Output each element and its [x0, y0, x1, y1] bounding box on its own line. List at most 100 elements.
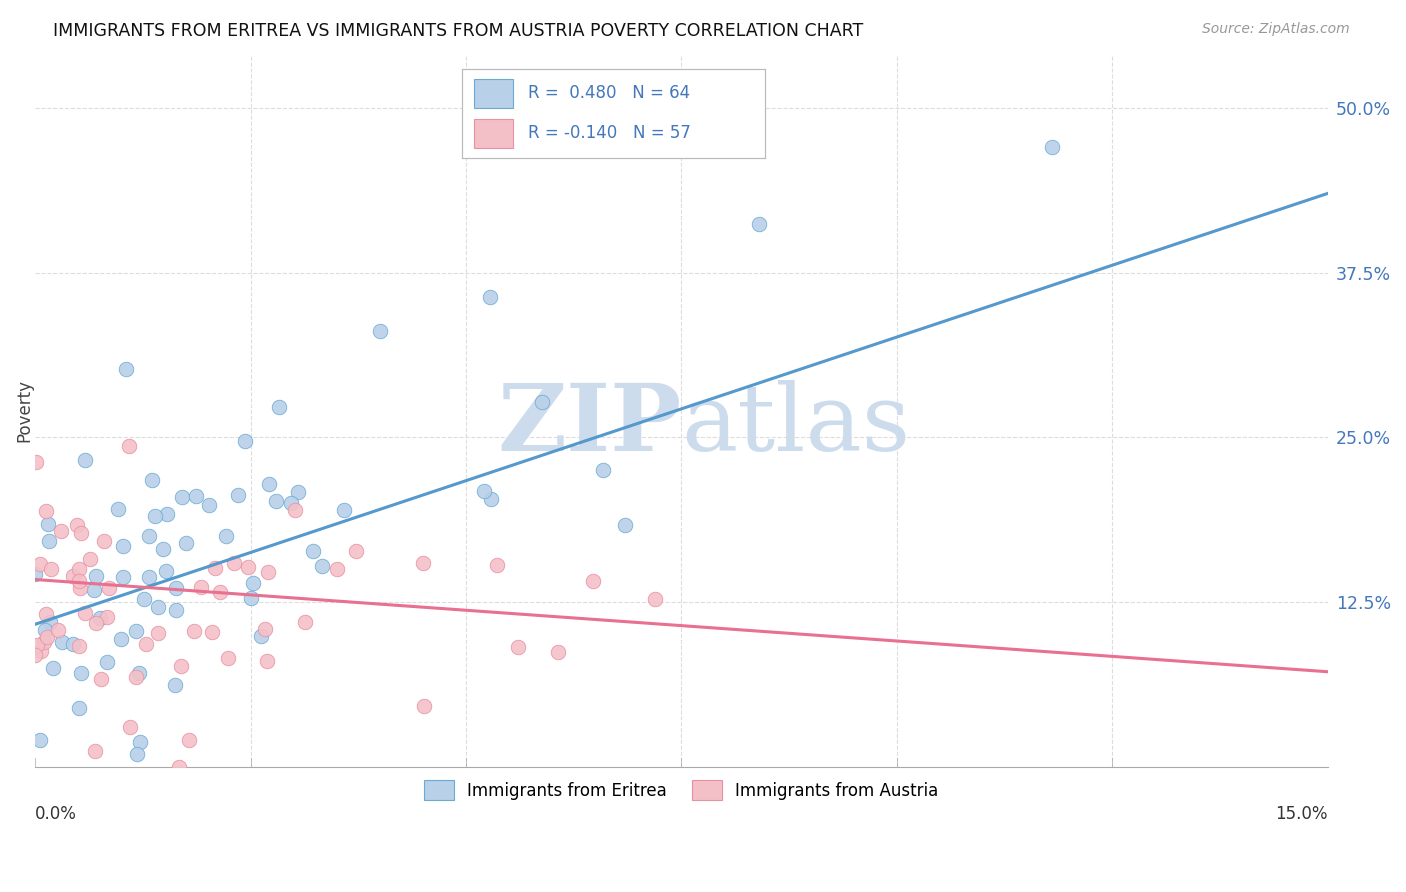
Point [86, 569, 108, 583]
Point [51, 634, 73, 648]
Point [531, 394, 554, 409]
Point [141, 474, 163, 488]
Point [264, 494, 287, 508]
Point [90, 672, 112, 686]
Point [38, 534, 60, 549]
Point [69, 665, 91, 680]
Point [70, 525, 93, 540]
Point [190, 580, 212, 594]
Point [146, 599, 169, 614]
Point [128, 665, 150, 680]
Point [280, 496, 302, 510]
Point [28, 733, 51, 747]
Point [174, 536, 197, 550]
Point [134, 636, 156, 650]
Point [110, 632, 132, 647]
Point [198, 498, 221, 512]
Point [208, 585, 231, 599]
Point [242, 575, 264, 590]
Point [34, 624, 56, 638]
Point [96, 656, 118, 670]
Point [134, 592, 156, 607]
Point [167, 759, 190, 773]
Point [34, 607, 56, 621]
Point [747, 217, 769, 231]
Point [96, 609, 118, 624]
Point [118, 439, 141, 453]
Point [485, 558, 508, 572]
Point [644, 592, 666, 607]
Point [155, 564, 177, 578]
Point [506, 640, 529, 654]
Point [125, 747, 148, 762]
Point [37, 630, 59, 644]
Point [98, 581, 121, 595]
Point [75, 607, 97, 621]
Point [368, 324, 391, 338]
Point [67, 574, 90, 588]
Point [217, 651, 239, 665]
Point [170, 491, 193, 505]
Point [165, 603, 187, 617]
Point [267, 400, 290, 414]
Point [39, 615, 62, 629]
Point [472, 483, 495, 498]
Point [412, 556, 434, 570]
Point [311, 559, 333, 574]
Point [253, 622, 276, 636]
Point [138, 570, 160, 584]
Point [143, 509, 166, 524]
Point [257, 565, 280, 579]
Y-axis label: Poverty: Poverty [15, 379, 32, 442]
Point [201, 625, 224, 640]
Point [284, 503, 307, 517]
Point [179, 733, 201, 747]
Point [613, 517, 636, 532]
Point [62, 569, 84, 583]
Point [170, 659, 193, 673]
Point [344, 543, 367, 558]
Point [478, 290, 501, 304]
Point [30, 644, 52, 658]
Point [67, 562, 90, 576]
Text: ZIP: ZIP [498, 380, 682, 470]
Point [112, 570, 135, 584]
Point [1040, 140, 1063, 154]
Point [287, 485, 309, 500]
Point [35, 503, 58, 517]
Text: 15.0%: 15.0% [1275, 805, 1327, 823]
Point [79, 551, 101, 566]
Point [125, 670, 148, 684]
Point [479, 491, 502, 506]
Point [83, 582, 105, 597]
Point [239, 591, 262, 606]
Point [120, 720, 142, 734]
Point [83, 744, 105, 758]
Legend: Immigrants from Eritrea, Immigrants from Austria: Immigrants from Eritrea, Immigrants from… [416, 772, 948, 808]
Point [115, 362, 138, 376]
Point [236, 560, 259, 574]
Point [111, 539, 134, 553]
Point [30, 557, 52, 571]
Point [62, 637, 84, 651]
Point [93, 533, 115, 548]
Point [215, 529, 238, 543]
Point [84, 615, 107, 630]
Text: 0.0%: 0.0% [35, 805, 77, 823]
Point [301, 544, 323, 558]
Point [156, 507, 179, 521]
Point [333, 503, 356, 517]
Point [547, 645, 569, 659]
Point [138, 528, 160, 542]
Point [256, 654, 278, 668]
Text: Source: ZipAtlas.com: Source: ZipAtlas.com [1202, 22, 1350, 37]
Point [25, 638, 48, 652]
Point [148, 626, 170, 640]
Point [294, 615, 316, 630]
Point [259, 477, 281, 491]
Point [24, 566, 46, 581]
Point [66, 517, 89, 532]
Point [250, 629, 273, 643]
Point [73, 453, 96, 467]
Point [326, 562, 349, 576]
